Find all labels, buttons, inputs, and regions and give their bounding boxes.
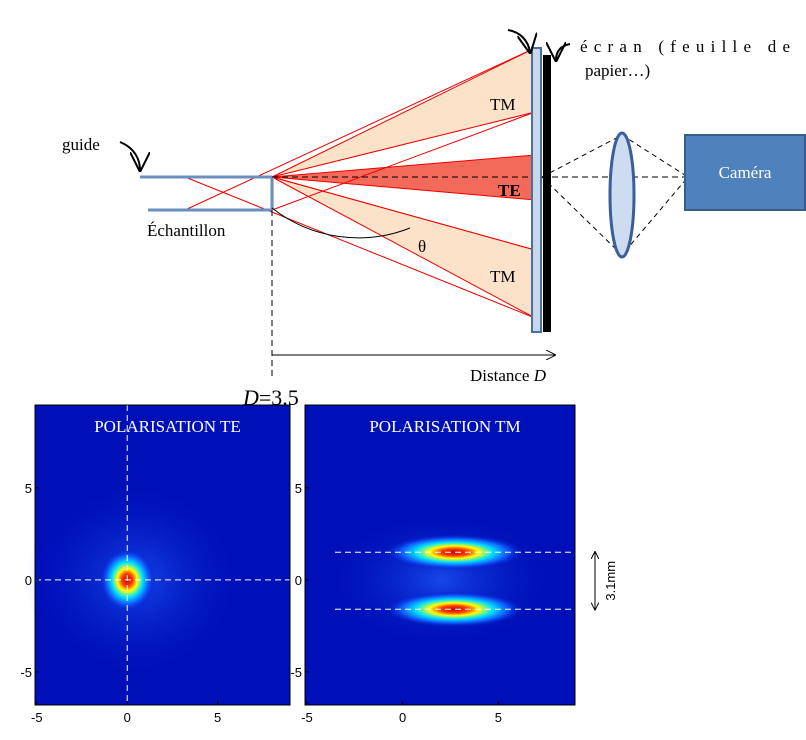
tm-label: TM: [490, 95, 516, 114]
te-label: TE: [498, 181, 521, 200]
polarizer: [531, 47, 542, 333]
frame: [304, 404, 576, 706]
screen-label-2: papier…): [585, 61, 650, 80]
tm-beam-bottom: [271, 176, 536, 319]
setup: écran (feuille de papier…) guide Échanti…: [62, 29, 806, 410]
tm-spot: [384, 534, 525, 571]
y-tick-label: 0: [295, 573, 302, 588]
tm-spot: [384, 591, 525, 628]
panels: POLARISATION TE -5 0 5 5 0 -5 3.1mm POLARISATION…: [20, 404, 618, 725]
x-tick-label: 0: [124, 710, 131, 725]
angle-label: θ: [418, 237, 426, 256]
frame: [34, 404, 291, 706]
guide-label: guide: [62, 135, 100, 154]
camera-label: Caméra: [719, 163, 772, 182]
panel-title: POLARISATION TM: [369, 417, 520, 436]
y-tick-label: 0: [25, 573, 32, 588]
x-tick-label: 5: [495, 710, 502, 725]
separation-label: 3.1mm: [603, 561, 618, 601]
halo: [320, 509, 561, 650]
screen: [543, 55, 551, 332]
y-tick-label: -5: [290, 665, 302, 680]
lens: [608, 131, 636, 259]
tm-label: TM: [490, 267, 516, 286]
sample-label: Échantillon: [147, 221, 226, 240]
camera: [684, 134, 806, 211]
y-tick-label: 5: [25, 481, 32, 496]
x-tick-label: -5: [301, 710, 313, 725]
y-tick-label: -5: [20, 665, 32, 680]
guide: [140, 175, 274, 212]
distance-label: Distance D: [470, 366, 547, 385]
x-tick-label: -5: [31, 710, 43, 725]
x-tick-label: 0: [399, 710, 406, 725]
y-tick-label: 5: [295, 481, 302, 496]
x-tick-label: 5: [214, 710, 221, 725]
panel-title: POLARISATION TE: [94, 417, 241, 436]
screen-label: écran (feuille de: [580, 37, 790, 56]
